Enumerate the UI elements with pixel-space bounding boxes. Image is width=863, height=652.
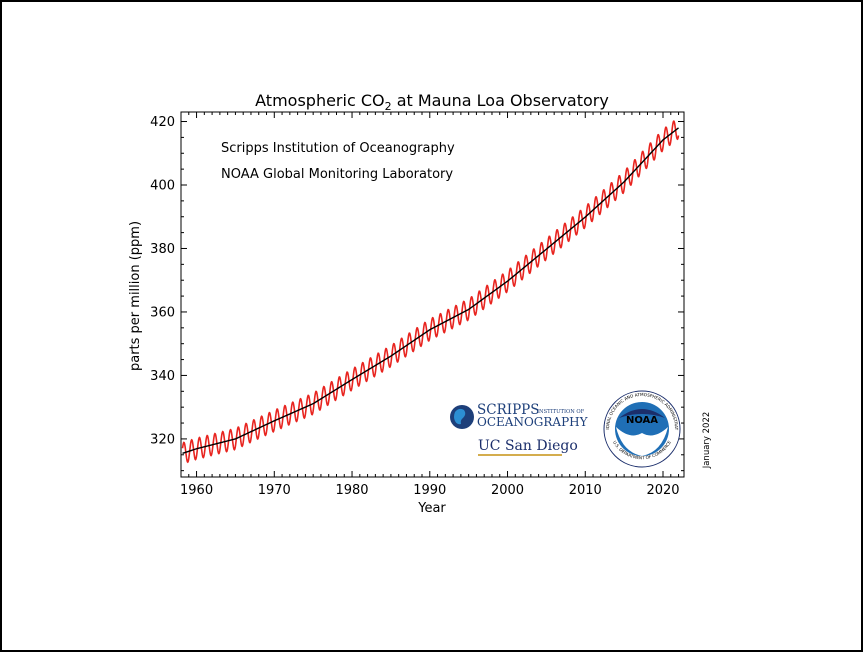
x-tick-label: 1990 — [413, 483, 446, 498]
noaa-sky-icon — [619, 409, 665, 418]
noaa-logo-text: NOAA — [626, 415, 658, 426]
series-line-monthly — [181, 120, 680, 464]
x-tick-label: 2020 — [646, 483, 679, 498]
y-tick-label: 400 — [150, 179, 175, 194]
chart-title-subscript: 2 — [385, 100, 392, 113]
axis-ticks: 1960 1970 1980 1990 2000 2010 2020 320 340 360 380… — [150, 112, 684, 498]
y-tick-label: 320 — [150, 432, 175, 447]
annotation-noaa: NOAA Global Monitoring Laboratory — [221, 167, 453, 182]
scripps-globe-land-icon — [454, 408, 466, 425]
annotation-scripps: Scripps Institution of Oceanography — [221, 141, 455, 156]
chart-title-rest: at Mauna Loa Observatory — [392, 91, 609, 110]
scripps-logo-name: SCRIPPS — [477, 402, 540, 418]
scripps-logo-oceanography: OCEANOGRAPHY — [477, 415, 589, 429]
data-series — [181, 120, 680, 464]
x-tick-label: 1960 — [180, 483, 213, 498]
y-axis-label: parts per million (ppm) — [128, 221, 143, 371]
scripps-logo: SCRIPPS INSTITUTION OF OCEANOGRAPHY — [450, 402, 589, 429]
chart-title: Atmospheric CO2 at Mauna Loa Observatory — [255, 91, 609, 113]
x-tick-label: 2010 — [569, 483, 602, 498]
x-axis-label: Year — [417, 501, 446, 516]
scripps-logo-institution: INSTITUTION OF — [537, 409, 585, 415]
y-tick-label: 420 — [150, 115, 175, 130]
date-note: January 2022 — [702, 412, 712, 470]
y-tick-label: 360 — [150, 305, 175, 320]
ucsd-logo: UC San Diego — [478, 438, 578, 456]
y-tick-label: 380 — [150, 242, 175, 257]
noaa-seagull-icon — [616, 427, 668, 456]
y-tick-label: 340 — [150, 369, 175, 384]
noaa-logo: NOAA NATIONAL OCEANIC AND ATMOSPHERIC AD… — [0, 0, 681, 468]
x-tick-label: 1970 — [258, 483, 291, 498]
chart-title-main: Atmospheric CO — [255, 91, 384, 110]
plot-area-frame — [180, 111, 685, 478]
series-line-trend — [182, 127, 679, 454]
x-tick-label: 2000 — [491, 483, 524, 498]
x-tick-label: 1980 — [335, 483, 368, 498]
noaa-ring-top-text: NATIONAL OCEANIC AND ATMOSPHERIC ADMINIS… — [0, 0, 679, 431]
ucsd-logo-text: UC San Diego — [478, 438, 578, 454]
